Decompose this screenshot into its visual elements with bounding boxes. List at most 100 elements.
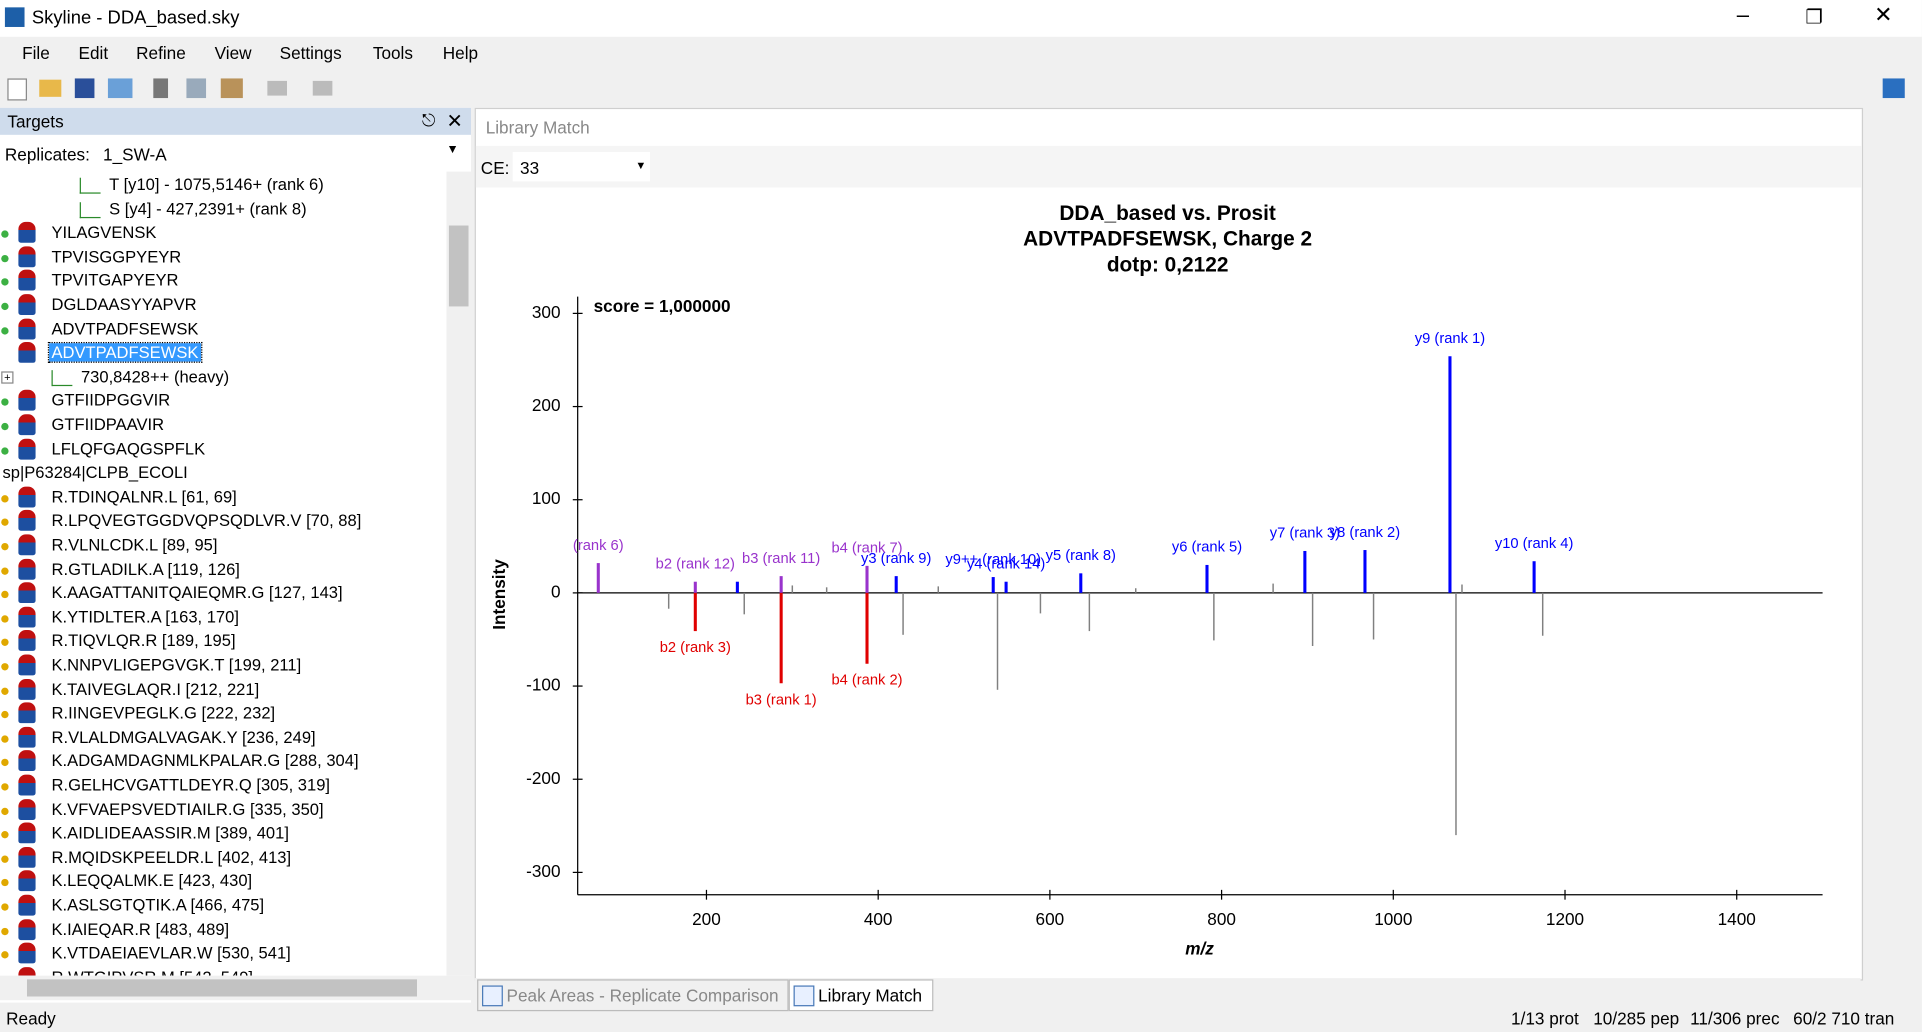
tab-icon — [793, 985, 815, 1007]
tree-row[interactable]: K.ASLSGTQTIK.A [466, 475] — [0, 894, 446, 918]
tree-row[interactable]: K.AIDLIDEAASSIR.M [389, 401] — [0, 822, 446, 846]
h-scrollbar[interactable] — [0, 975, 471, 1001]
peptide-icon — [18, 294, 36, 316]
tree-row[interactable]: R.VLALDMGALVAGAK.Y [236, 249] — [0, 726, 446, 750]
tree-row[interactable]: ADVTPADFSEWSK — [0, 318, 446, 341]
peptide-icon — [18, 774, 36, 796]
tree-row[interactable]: K.TAIVEGLAQR.I [212, 221] — [0, 678, 446, 702]
tree-row[interactable]: K.ADGAMDAGNMLKPALAR.G [288, 304] — [0, 750, 446, 774]
peak-label: y3 (rank 9) — [861, 551, 931, 567]
tree-row[interactable]: LFLQFGAQGSPFLK — [0, 438, 446, 461]
open[interactable] — [39, 79, 62, 97]
tree-row[interactable]: TPVISGGPYEYR — [0, 246, 446, 269]
tree-row[interactable]: K.YTIDLTER.A [163, 170] — [0, 606, 446, 629]
scroll-thumb[interactable] — [448, 225, 469, 307]
peptide-icon — [18, 222, 36, 243]
import[interactable] — [107, 78, 133, 99]
tree-row[interactable]: K.AAGATTANITQAIEQMR.G [127, 143] — [0, 582, 446, 605]
tree-row[interactable]: DGLDAASYYAPVR — [0, 294, 446, 317]
ce-select[interactable]: 33 ▼ — [512, 151, 651, 182]
panel-title: Targets — [7, 111, 64, 132]
tab[interactable]: Peak Areas - Replicate Comparison — [477, 979, 789, 1012]
cut[interactable] — [153, 78, 169, 99]
v-scrollbar[interactable] — [446, 171, 471, 976]
status-dot — [1, 879, 9, 887]
menu-item[interactable]: View — [214, 42, 252, 63]
tree-row[interactable]: GTFIIDPAAVIR — [0, 414, 446, 437]
tree-row[interactable]: R.VLNLCDK.L [89, 95] — [0, 534, 446, 557]
tab[interactable]: Library Match — [788, 979, 934, 1012]
peak-label: y4 (rank 14) — [967, 556, 1045, 572]
tree-row[interactable]: YILAGVENSK — [0, 222, 446, 245]
tree-row[interactable]: K.VFVAEPSVEDTIAILR.G [335, 350] — [0, 798, 446, 822]
tree-label: 730,8428++ (heavy) — [80, 367, 230, 386]
redo[interactable] — [312, 80, 333, 96]
peptide-icon — [18, 654, 36, 676]
menu-item[interactable]: Edit — [78, 42, 109, 63]
tree-label: R.IINGEVPEGLK.G [222, 232] — [51, 703, 276, 723]
paste[interactable] — [220, 78, 243, 99]
restore[interactable]: ❐ — [1805, 7, 1824, 29]
menu-item[interactable]: File — [22, 42, 50, 63]
tree-label: YILAGVENSK — [51, 223, 157, 242]
chromatogram-icon — [79, 177, 101, 194]
tree-row[interactable]: R.MQIDSKPEELDR.L [402, 413] — [0, 846, 446, 870]
replicate-select[interactable]: 1_SW-A ▼ — [98, 140, 463, 167]
status-dot — [1, 591, 9, 599]
tree-row[interactable]: ADVTPADFSEWSK — [0, 342, 446, 365]
tree-row[interactable]: T [y10] - 1075,5146+ (rank 6) — [0, 174, 446, 197]
pin[interactable]: ⎋ — [421, 110, 436, 130]
close-panel[interactable]: ✕ — [446, 111, 463, 133]
tab-label: Library Match — [818, 985, 923, 1006]
tree-row[interactable]: R.LPQVEGTGGDVQPSQDLVR.V [70, 88] — [0, 510, 446, 533]
menu-item[interactable]: Tools — [372, 42, 413, 63]
tree-row[interactable]: K.IAIEQAR.R [483, 489] — [0, 918, 446, 942]
minimize[interactable]: – — [1736, 2, 1750, 27]
peak-label: y5 (rank 8) — [1046, 548, 1116, 564]
menu-item[interactable]: Refine — [136, 42, 186, 63]
status-dot — [1, 663, 9, 671]
status-dot — [1, 567, 9, 575]
status-dot — [1, 446, 9, 455]
tree-row[interactable]: R.GTLADILK.A [119, 126] — [0, 558, 446, 581]
tree-label: DGLDAASYYAPVR — [51, 295, 197, 314]
tree-label: K.VTDAEIAEVLAR.W [530, 541] — [51, 944, 291, 963]
dropdown-arrow: ▼ — [446, 143, 459, 157]
tree-label: R.LPQVEGTGGDVQPSQDLVR.V [70, 88] — [51, 511, 362, 530]
close[interactable]: ✕ — [1874, 2, 1893, 27]
tree-row[interactable]: TPVITGAPYEYR — [0, 270, 446, 293]
scroll-thumb[interactable] — [26, 979, 418, 997]
tree-row[interactable]: R.TDINQALNR.L [61, 69] — [0, 486, 446, 509]
tree-row[interactable]: GTFIIDPGGVIR — [0, 390, 446, 413]
title-bar: Skyline - DDA_based.sky – ❐ ✕ — [0, 0, 1922, 37]
tree-row[interactable]: K.VTDAEIAEVLAR.W [530, 541] — [0, 942, 446, 966]
replicate: 1_SW-A — [103, 144, 167, 165]
tree-row[interactable]: K.NNPVLIGEPGVGK.T [199, 211] — [0, 654, 446, 678]
menu-item[interactable]: Settings — [279, 42, 342, 63]
save[interactable] — [74, 78, 95, 99]
tree-row[interactable]: R.IINGEVPEGLK.G [222, 232] — [0, 702, 446, 726]
menu-item[interactable]: Help — [442, 42, 479, 63]
tree-row[interactable]: sp|P63284|CLPB_ECOLI — [0, 462, 446, 485]
x-axis-label: m/z — [1185, 938, 1214, 958]
peptide-icon — [18, 630, 36, 652]
tree-label: K.NNPVLIGEPGVGK.T [199, 211] — [51, 655, 302, 675]
x-tick-label: 800 — [1207, 909, 1236, 929]
undo[interactable] — [267, 80, 288, 96]
status-ready: Ready — [6, 1008, 56, 1029]
status-dot — [1, 494, 9, 503]
integrate[interactable] — [1882, 78, 1905, 99]
peptide-icon — [18, 390, 36, 412]
copy[interactable] — [186, 78, 207, 99]
tab-strip: Peak Areas - Replicate Comparison Library… — [474, 978, 1861, 1013]
new[interactable] — [7, 78, 27, 101]
tree-row[interactable]: R.GELHCVGATTLDEYR.Q [305, 319] — [0, 774, 446, 798]
tree-row[interactable]: K.LEQQALMK.E [423, 430] — [0, 870, 446, 894]
tree-label: S [y4] - 427,2391+ (rank 8) — [109, 199, 307, 218]
tree-row[interactable]: +730,8428++ (heavy) — [0, 366, 446, 389]
tree-row[interactable]: R.WTGIPVSR.M [542, 549] — [0, 966, 446, 976]
tree-row[interactable]: R.TIQVLQR.R [189, 195] — [0, 630, 446, 653]
tree-row[interactable]: S [y4] - 427,2391+ (rank 8) — [0, 198, 446, 221]
